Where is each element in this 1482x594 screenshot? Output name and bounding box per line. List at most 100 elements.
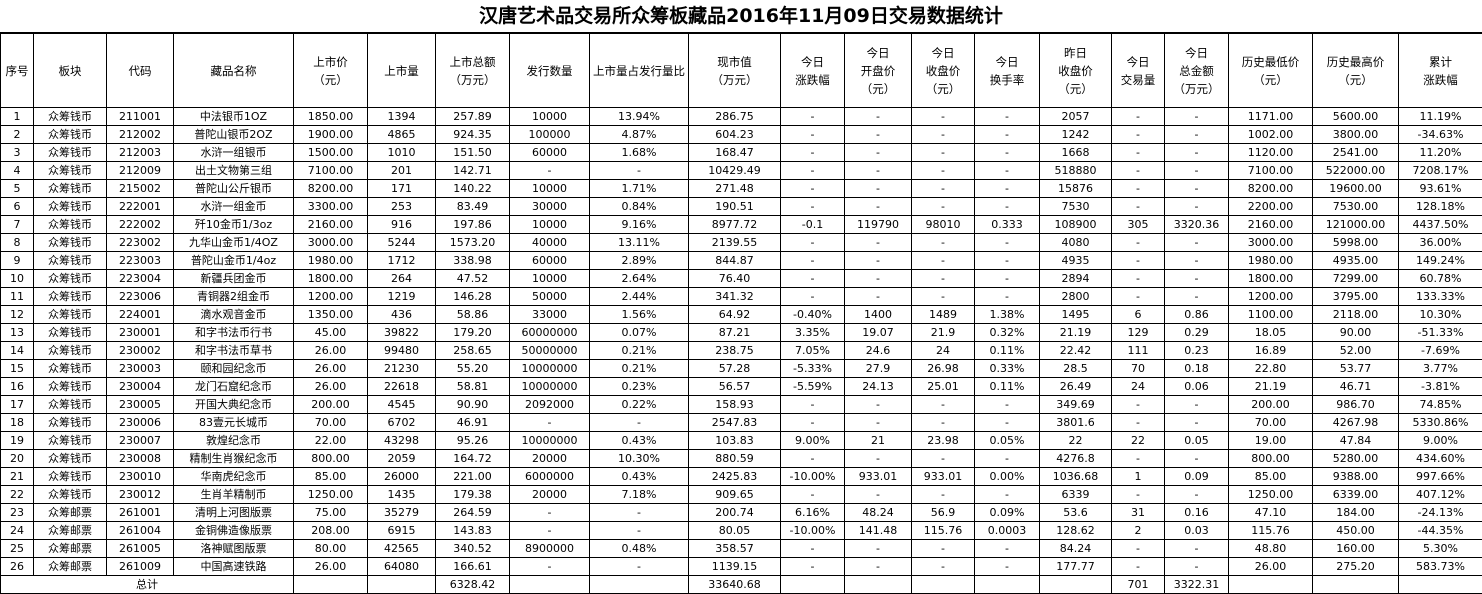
cell-ratio[interactable]: 0.22%: [590, 396, 689, 414]
cell-list-qty[interactable]: 21230: [368, 360, 436, 378]
cell-chg[interactable]: -: [781, 162, 845, 180]
cell-low[interactable]: 1171.00: [1229, 108, 1313, 126]
cell-code[interactable]: 223004: [107, 270, 174, 288]
cell-code[interactable]: 261005: [107, 540, 174, 558]
cell-high[interactable]: 522000.00: [1313, 162, 1399, 180]
cell-cum[interactable]: 434.60%: [1399, 450, 1482, 468]
cell-list-qty[interactable]: 2059: [368, 450, 436, 468]
cell-turnover[interactable]: 0.00%: [975, 468, 1040, 486]
cell-board[interactable]: 众筹钱币: [34, 432, 107, 450]
cell-high[interactable]: 46.71: [1313, 378, 1399, 396]
cell-issue-qty[interactable]: 100000: [510, 126, 590, 144]
cell-name[interactable]: 滴水观音金币: [174, 306, 294, 324]
cell-no[interactable]: 22: [1, 486, 34, 504]
cell-amount[interactable]: 0.86: [1165, 306, 1229, 324]
cell-list-total[interactable]: 1573.20: [436, 234, 510, 252]
cell-low[interactable]: 7100.00: [1229, 162, 1313, 180]
cell-list-total[interactable]: 151.50: [436, 144, 510, 162]
cell-low[interactable]: 1980.00: [1229, 252, 1313, 270]
cell-vol[interactable]: -: [1112, 396, 1165, 414]
cell-open[interactable]: -: [845, 540, 912, 558]
cell-vol[interactable]: -: [1112, 558, 1165, 576]
cell-issue-qty[interactable]: 6000000: [510, 468, 590, 486]
cell-prev-close[interactable]: 21.19: [1040, 324, 1112, 342]
cell-vol[interactable]: 305: [1112, 216, 1165, 234]
cell-cum[interactable]: 11.20%: [1399, 144, 1482, 162]
cell-issue-qty[interactable]: -: [510, 162, 590, 180]
cell-name[interactable]: 普陀山公斤银币: [174, 180, 294, 198]
column-header-high[interactable]: 历史最高价 （元）: [1313, 34, 1399, 108]
cell-mkt-value[interactable]: 10429.49: [689, 162, 781, 180]
cell-no[interactable]: 26: [1, 558, 34, 576]
cell-no[interactable]: 16: [1, 378, 34, 396]
column-header-chg[interactable]: 今日 涨跌幅: [781, 34, 845, 108]
total-cell-empty[interactable]: [368, 576, 436, 594]
cell-vol[interactable]: 24: [1112, 378, 1165, 396]
total-cell-empty[interactable]: [294, 576, 368, 594]
cell-open[interactable]: -: [845, 288, 912, 306]
cell-amount[interactable]: 3320.36: [1165, 216, 1229, 234]
cell-low[interactable]: 1120.00: [1229, 144, 1313, 162]
cell-name[interactable]: 水浒一组金币: [174, 198, 294, 216]
cell-board[interactable]: 众筹钱币: [34, 144, 107, 162]
cell-vol[interactable]: -: [1112, 486, 1165, 504]
cell-code[interactable]: 212009: [107, 162, 174, 180]
cell-mkt-value[interactable]: 57.28: [689, 360, 781, 378]
cell-close[interactable]: 115.76: [912, 522, 975, 540]
cell-chg[interactable]: -5.59%: [781, 378, 845, 396]
cell-prev-close[interactable]: 53.6: [1040, 504, 1112, 522]
cell-mkt-value[interactable]: 909.65: [689, 486, 781, 504]
cell-list-price[interactable]: 45.00: [294, 324, 368, 342]
cell-ratio[interactable]: -: [590, 522, 689, 540]
cell-code[interactable]: 223002: [107, 234, 174, 252]
cell-vol[interactable]: -: [1112, 234, 1165, 252]
cell-turnover[interactable]: 0.33%: [975, 360, 1040, 378]
cell-mkt-value[interactable]: 238.75: [689, 342, 781, 360]
cell-vol[interactable]: -: [1112, 252, 1165, 270]
cell-name[interactable]: 83壹元长城币: [174, 414, 294, 432]
cell-list-qty[interactable]: 99480: [368, 342, 436, 360]
total-amount[interactable]: 3322.31: [1165, 576, 1229, 594]
cell-low[interactable]: 47.10: [1229, 504, 1313, 522]
cell-list-total[interactable]: 257.89: [436, 108, 510, 126]
cell-turnover[interactable]: -: [975, 288, 1040, 306]
cell-prev-close[interactable]: 26.49: [1040, 378, 1112, 396]
cell-low[interactable]: 48.80: [1229, 540, 1313, 558]
cell-high[interactable]: 450.00: [1313, 522, 1399, 540]
cell-turnover[interactable]: 0.11%: [975, 342, 1040, 360]
cell-cum[interactable]: 149.24%: [1399, 252, 1482, 270]
cell-no[interactable]: 1: [1, 108, 34, 126]
cell-code[interactable]: 261009: [107, 558, 174, 576]
cell-open[interactable]: -: [845, 252, 912, 270]
cell-mkt-value[interactable]: 8977.72: [689, 216, 781, 234]
cell-code[interactable]: 261004: [107, 522, 174, 540]
cell-cum[interactable]: 93.61%: [1399, 180, 1482, 198]
cell-chg[interactable]: -0.40%: [781, 306, 845, 324]
column-header-low[interactable]: 历史最低价 （元）: [1229, 34, 1313, 108]
cell-list-qty[interactable]: 171: [368, 180, 436, 198]
cell-prev-close[interactable]: 108900: [1040, 216, 1112, 234]
cell-high[interactable]: 160.00: [1313, 540, 1399, 558]
cell-chg[interactable]: -10.00%: [781, 522, 845, 540]
cell-amount[interactable]: -: [1165, 540, 1229, 558]
total-cell-empty[interactable]: [912, 576, 975, 594]
cell-code[interactable]: 230005: [107, 396, 174, 414]
cell-code[interactable]: 212003: [107, 144, 174, 162]
cell-high[interactable]: 7530.00: [1313, 198, 1399, 216]
cell-prev-close[interactable]: 6339: [1040, 486, 1112, 504]
total-cell-empty[interactable]: [1399, 576, 1482, 594]
cell-low[interactable]: 1800.00: [1229, 270, 1313, 288]
cell-list-qty[interactable]: 6702: [368, 414, 436, 432]
cell-turnover[interactable]: 0.0003: [975, 522, 1040, 540]
cell-cum[interactable]: 9.00%: [1399, 432, 1482, 450]
cell-list-qty[interactable]: 1219: [368, 288, 436, 306]
cell-code[interactable]: 261001: [107, 504, 174, 522]
cell-amount[interactable]: -: [1165, 234, 1229, 252]
cell-board[interactable]: 众筹钱币: [34, 162, 107, 180]
cell-board[interactable]: 众筹邮票: [34, 540, 107, 558]
cell-turnover[interactable]: -: [975, 144, 1040, 162]
cell-name[interactable]: 精制生肖猴纪念币: [174, 450, 294, 468]
cell-turnover[interactable]: -: [975, 558, 1040, 576]
cell-high[interactable]: 19600.00: [1313, 180, 1399, 198]
cell-vol[interactable]: -: [1112, 198, 1165, 216]
